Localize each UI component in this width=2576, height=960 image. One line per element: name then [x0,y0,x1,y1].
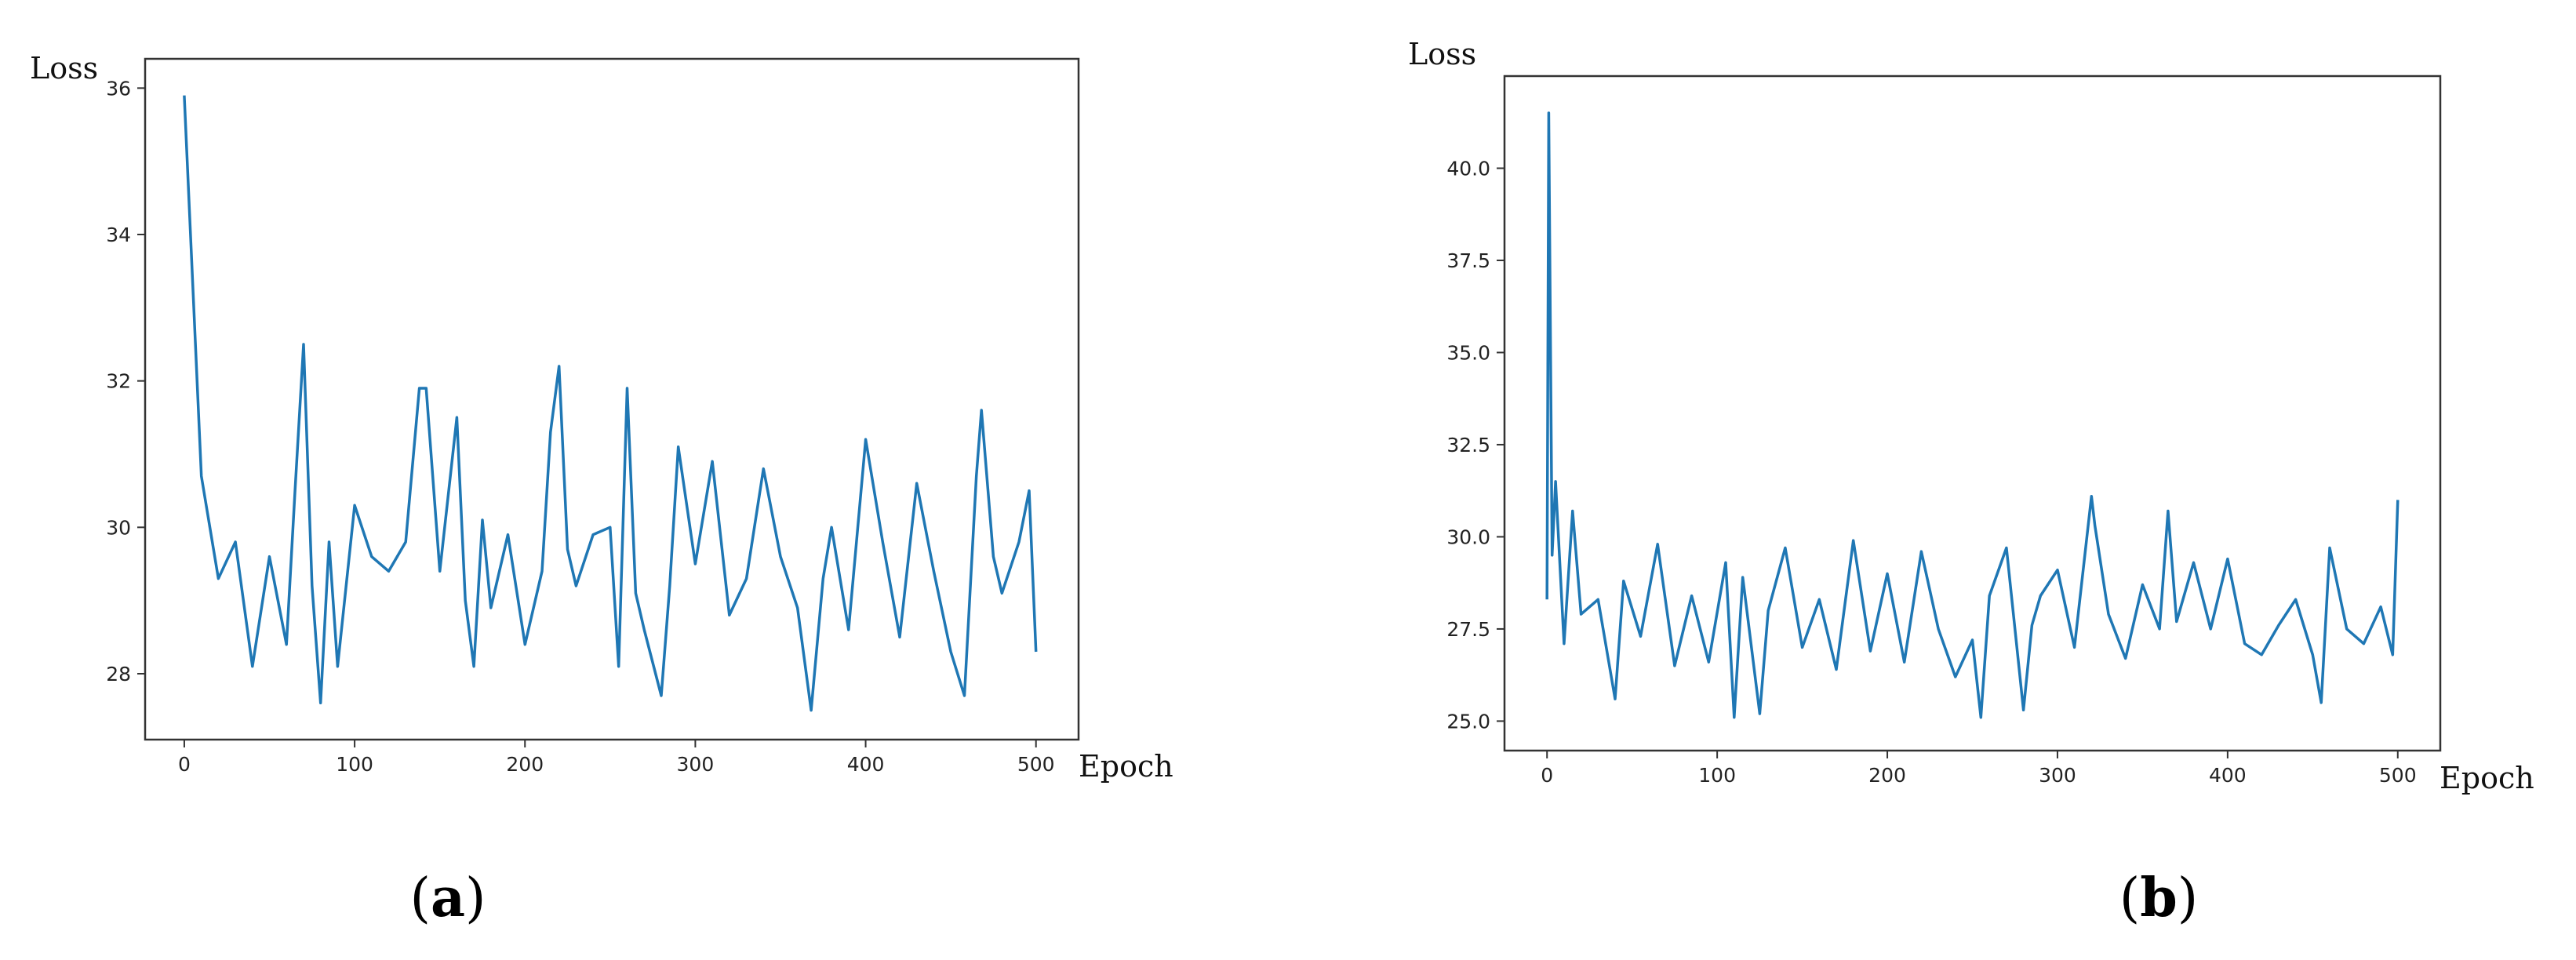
x-tick-label: 400 [2209,764,2247,787]
x-tick-label: 300 [677,753,715,776]
y-tick-label: 32 [106,370,131,393]
x-axis-ticks: 0 100 200 300 400 500 [1541,751,2417,787]
plot-area-frame [144,57,1080,741]
panel-label-b: (b) [2119,867,2199,929]
x-tick-label: 0 [1541,764,1553,787]
x-axis-ticks: 0 100 200 300 400 500 [178,740,1055,776]
y-tick-label: 32.5 [1446,434,1490,456]
y-tick-label: 37.5 [1446,249,1490,272]
x-tick-label: 100 [1698,764,1736,787]
y-axis-ticks: 25.0 27.5 30.0 32.5 35.0 37.5 40.0 [1446,157,1504,733]
x-tick-label: 400 [847,753,885,776]
x-axis-title: Epoch [2440,761,2534,795]
y-tick-label: 34 [106,224,131,246]
y-axis-ticks: 28 30 32 34 36 [106,77,145,685]
y-tick-label: 40.0 [1446,157,1490,180]
x-axis-title: Epoch [1079,749,1173,784]
y-axis-title: Loss [30,51,98,85]
y-axis-title: Loss [1408,37,1476,71]
x-tick-label: 500 [1017,753,1055,776]
panel-label-letter: a [431,867,465,929]
y-tick-label: 30.0 [1446,525,1490,548]
y-tick-label: 27.5 [1446,618,1490,641]
x-tick-label: 200 [1868,764,1906,787]
plot-area-frame [1503,75,2442,752]
y-tick-label: 28 [106,663,131,685]
y-tick-label: 36 [106,77,131,100]
loss-curve-line [1545,111,2400,719]
x-tick-label: 0 [178,753,191,776]
y-tick-label: 30 [106,516,131,539]
chart-panel-b: 25.0 27.5 30.0 32.5 35.0 37.5 40.0 0 100 200 300 4… [1408,37,2534,929]
panel-label-a: (a) [409,867,486,929]
chart-panel-a: 28 30 32 34 36 0 100 200 300 400 500 Loss Epoch (… [30,51,1173,929]
x-tick-label: 500 [2379,764,2417,787]
loss-curve-line [183,95,1038,712]
panel-label-letter: b [2140,867,2178,929]
x-tick-label: 100 [336,753,373,776]
x-tick-label: 300 [2039,764,2076,787]
x-tick-label: 200 [506,753,544,776]
y-tick-label: 35.0 [1446,341,1490,364]
y-tick-label: 25.0 [1446,710,1490,733]
